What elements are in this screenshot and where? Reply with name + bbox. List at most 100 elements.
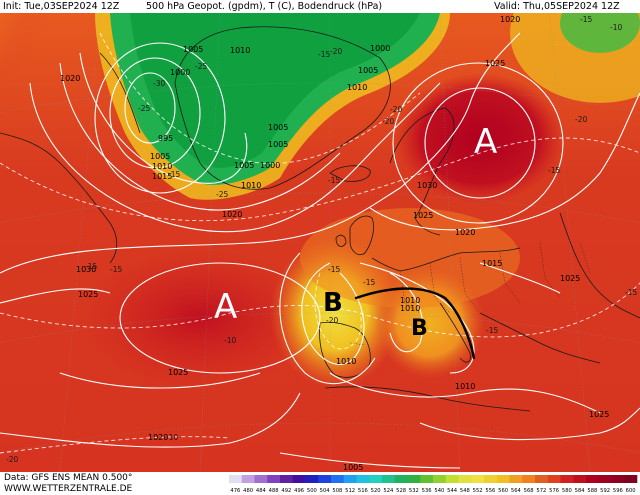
colorbar-swatch [535,475,549,483]
footer: Data: GFS ENS MEAN 0.500° WWW.WETTERZENT… [0,472,640,495]
isobar-label: 1005 [358,66,378,75]
colorbar-tick-label: 508 [332,488,342,494]
colorbar-tick-label: 492 [281,488,291,494]
colorbar-swatch [394,475,408,483]
isobar-label: 1010 [455,382,475,391]
colorbar-swatch [229,475,243,483]
northeast-green-zone [560,13,640,53]
isobar-label: 1010 [336,357,356,366]
temperature-label: -15 [328,176,340,185]
colorbar-tick-label: 576 [549,488,559,494]
low-deep-green [130,13,420,168]
colorbar-swatch [560,475,574,483]
temperature-label: -15 [580,15,592,24]
isobar-label: 1010 [230,46,250,55]
colorbar-tick-label: 528 [396,488,406,494]
isobar-label: 1000 [370,44,390,53]
colorbar-tick-label: 540 [434,488,444,494]
colorbar-swatch [356,475,370,483]
colorbar-tick-label: 496 [294,488,304,494]
colorbar-tick-label: 520 [371,488,381,494]
colorbar-tick-label: 568 [524,488,534,494]
colorbar-swatch [611,475,625,483]
colorbar-swatch [305,475,319,483]
colorbar-tick-label: 536 [422,488,432,494]
colorbar-tick-label: 592 [600,488,610,494]
colorbar-swatch [280,475,294,483]
colorbar-tick-label: 596 [613,488,623,494]
isobar-label: 1020 [500,15,520,24]
colorbar-tick-label: 504 [320,488,331,494]
colorbar-tick-label: 548 [460,488,470,494]
isobar-label: 1010 [347,83,367,92]
colorbar-tick-label: 476 [230,488,240,494]
isobar-label: 1010 [400,304,420,313]
low-center-labels: B B [323,288,428,341]
isobar-label: 995 [158,134,173,143]
valid-time: Valid: Thu,05SEP2024 12Z [494,1,620,12]
colorbar-swatch [420,475,434,483]
colorbar-tick-label: 488 [269,488,279,494]
colorbar-tick-label: 532 [409,488,419,494]
isobar-label: 1025 [485,59,505,68]
colorbar-tick-label: 544 [447,488,458,494]
colorbar-swatch [471,475,485,483]
colorbar-swatch [407,475,421,483]
low-france-letter: B [411,316,428,341]
isobar-label: 1000 [260,161,280,170]
colorbar-tick-label: 552 [473,488,483,494]
temperature-label: -10 [166,433,178,442]
colorbar: 476 480 484 488 492 496 500 504 508 512 516 520 524 5… [229,475,638,494]
colorbar-tick-label: 588 [587,488,597,494]
colorbar-swatch [382,475,396,483]
colorbar-tick-label: 516 [358,488,368,494]
isobar-label: 1005 [150,152,170,161]
colorbar-swatch [598,475,612,483]
colorbar-swatch [624,475,638,483]
isobar-label: 1010 [241,181,261,190]
temperature-label: -15 [363,278,375,287]
colorbar-swatch [547,475,561,483]
colorbar-swatch [369,475,383,483]
map-title: 500 hPa Geopot. (gpdm), T (C), Bodendruc… [146,1,383,12]
colorbar-swatch [292,475,306,483]
colorbar-swatch [509,475,523,483]
isobar-label: 1025 [78,290,98,299]
header-bar: Init: Tue,03SEP2024 12Z 500 hPa Geopot. … [0,0,640,13]
temperature-label: -15 [328,265,340,274]
low-iberia-letter: B [323,288,343,318]
colorbar-swatch [267,475,281,483]
colorbar-swatch [484,475,498,483]
colorbar-tick-label: 580 [562,488,572,494]
isobar-label: 1020 [222,210,242,219]
colorbar-tick-label: 564 [511,488,522,494]
high-north-letter: A [474,122,497,162]
colorbar-labels: 476 480 484 488 492 496 500 504 508 512 516 520 524 5… [230,488,635,494]
central-europe-orange [300,208,520,308]
temperature-label: -15 [110,265,122,274]
temperature-label: -25 [216,190,228,199]
colorbar-swatches [229,475,638,483]
isobar-label: 1015 [152,172,172,181]
colorbar-swatch [433,475,447,483]
isobar-label: 1030 [76,265,96,274]
isobar-label: 1025 [168,368,188,377]
isobar-label: 1020 [60,74,80,83]
isobar-label: 1020 [148,433,168,442]
colorbar-swatch [331,475,345,483]
colorbar-swatch [573,475,587,483]
website: WWW.WETTERZENTRALE.DE [4,484,133,494]
colorbar-tick-label: 584 [575,488,586,494]
isobar-label: 1010 [400,296,420,305]
temperature-label: -10 [224,336,236,345]
colorbar-swatch [586,475,600,483]
high-atlantic-letter: A [214,287,237,327]
temperature-label: -15 [168,170,180,179]
temperature-label: -30 [153,79,165,88]
isobar-label: 1025 [413,211,433,220]
colorbar-swatch [458,475,472,483]
isobar-label: 1030 [417,181,437,190]
isobar-label: 1020 [455,228,475,237]
temperature-label: -20 [6,455,18,464]
